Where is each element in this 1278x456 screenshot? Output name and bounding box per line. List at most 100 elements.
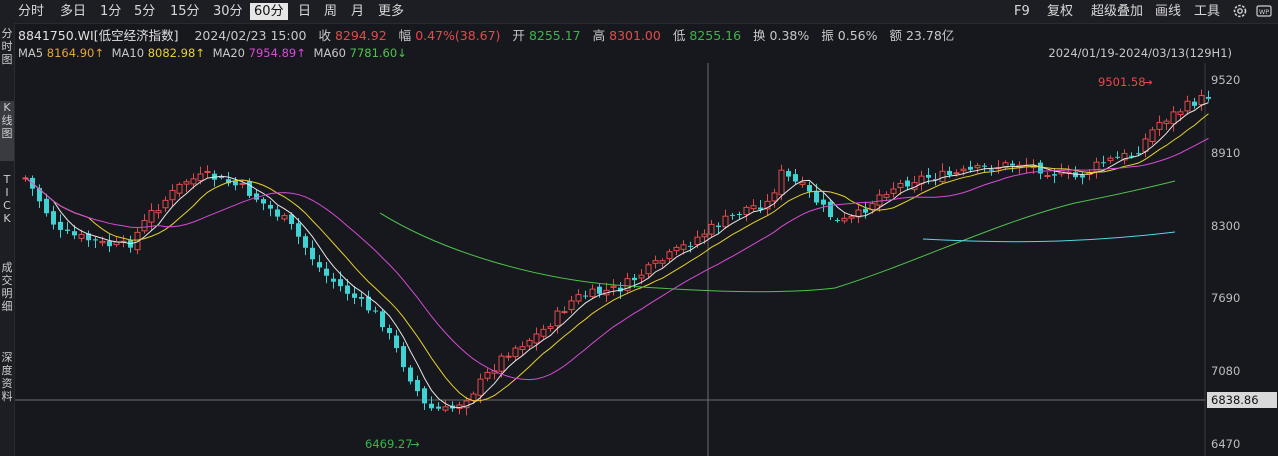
- candle-body: [107, 240, 112, 247]
- amount-value: 23.78亿: [905, 28, 955, 43]
- candle-body: [680, 244, 687, 250]
- high-value: 8301.00: [609, 28, 661, 43]
- candle-body: [821, 199, 826, 205]
- candle-body: [162, 199, 169, 209]
- candle-body: [694, 236, 701, 246]
- period-month[interactable]: 月: [351, 4, 365, 19]
- candle-body: [93, 239, 98, 241]
- candle-body: [863, 208, 868, 213]
- candle-body: [968, 166, 973, 170]
- candle-body: [835, 219, 840, 221]
- side-tab-depth[interactable]: 深度资料: [1, 351, 13, 403]
- candle-body: [989, 169, 994, 171]
- period-1min[interactable]: 1分: [100, 4, 122, 19]
- f9-button[interactable]: F9: [1014, 4, 1030, 19]
- period-more[interactable]: 更多: [378, 4, 405, 19]
- tools-button[interactable]: 工具: [1194, 4, 1221, 19]
- change-value: 0.47%(38.67): [415, 28, 501, 43]
- candle-body: [1002, 162, 1009, 168]
- candle-body: [484, 371, 491, 379]
- candle-body: [750, 205, 757, 210]
- period-5min[interactable]: 5分: [134, 4, 156, 19]
- period-fenshi[interactable]: 分时: [18, 4, 45, 19]
- candle-body: [799, 181, 806, 185]
- candle-body: [1156, 121, 1163, 130]
- side-tab-trade-detail[interactable]: 成交明细: [1, 261, 13, 313]
- quote-info-line: 8841750.WI[低空经济指数] 2024/02/23 15:00 收 829…: [18, 25, 958, 44]
- low-arrow-icon: →: [410, 437, 420, 451]
- candle-body: [359, 297, 364, 299]
- amount-label: 额: [889, 28, 902, 43]
- candle-body: [1198, 95, 1205, 106]
- candle-body: [1107, 157, 1114, 162]
- ma60-line: [379, 180, 1176, 293]
- candle-body: [828, 201, 833, 217]
- candle-body: [1184, 100, 1191, 112]
- candle-body: [275, 209, 280, 217]
- candle-body: [897, 183, 904, 189]
- candle-body: [505, 355, 512, 358]
- period-multi-day[interactable]: 多日: [60, 4, 87, 19]
- candle-body: [37, 188, 42, 202]
- period-30min[interactable]: 30分: [213, 4, 243, 19]
- candle-body: [618, 287, 623, 292]
- amplitude-value: 0.56%: [837, 28, 878, 43]
- candle-body: [408, 367, 413, 382]
- candle-body: [134, 231, 141, 251]
- draw-line-button[interactable]: 画线: [1155, 4, 1182, 19]
- fuquan-button[interactable]: 复权: [1047, 4, 1074, 19]
- candle-body: [561, 311, 568, 314]
- date-range: 2024/01/19-2024/03/13(129H1): [1048, 46, 1232, 60]
- low-annotation: 6469.27: [365, 437, 413, 451]
- candle-body: [155, 210, 162, 214]
- candle-body: [848, 216, 855, 219]
- candle-body: [387, 328, 392, 334]
- candle-body: [477, 378, 484, 396]
- candle-body: [730, 214, 735, 216]
- high-label: 高: [592, 28, 606, 43]
- candle-body: [974, 165, 981, 169]
- period-60min[interactable]: 60分: [250, 3, 288, 20]
- ma10-value: 8082.98↑: [147, 46, 205, 60]
- period-day[interactable]: 日: [298, 4, 312, 19]
- side-tab-fenshi[interactable]: 分时图: [1, 27, 13, 66]
- candle-body: [366, 296, 371, 311]
- period-15min[interactable]: 15分: [170, 4, 200, 19]
- ma-long-line: [922, 231, 1176, 243]
- candle-body: [422, 388, 427, 404]
- candle-body: [183, 181, 190, 185]
- super-overlay-button[interactable]: 超级叠加: [1091, 4, 1144, 19]
- candle-body: [99, 240, 106, 244]
- candle-body: [666, 251, 673, 260]
- y-tick-label: 9520: [1211, 73, 1240, 87]
- candle-body: [436, 406, 441, 409]
- ma20-value: 7954.89↑: [248, 46, 306, 60]
- candle-body: [169, 189, 176, 201]
- open-label: 开: [512, 28, 525, 43]
- moving-average-lines: [25, 102, 1209, 408]
- candle-body: [219, 176, 224, 178]
- candle-body: [807, 185, 812, 192]
- candle-body: [1192, 101, 1197, 106]
- candle-body: [1163, 120, 1170, 125]
- candle-body: [554, 310, 561, 327]
- settings-gear-icon[interactable]: [1231, 2, 1249, 20]
- wp-icon[interactable]: WP: [1255, 2, 1273, 20]
- candle-body: [883, 194, 890, 198]
- period-week[interactable]: 周: [324, 4, 338, 19]
- candle-body: [204, 170, 211, 173]
- kline-chart[interactable]: 9520 8910 8300 7690 7080 6470 9501.58 → …: [15, 63, 1278, 456]
- candle-body: [688, 245, 693, 247]
- candle-body: [498, 355, 505, 372]
- candle-body: [876, 194, 883, 206]
- candle-body: [1170, 111, 1177, 125]
- candle-body: [589, 288, 596, 297]
- candle-body: [51, 211, 56, 225]
- y-tick-label: 8300: [1211, 219, 1240, 233]
- candle-body: [148, 210, 155, 223]
- candle-body: [953, 172, 960, 175]
- candle-body: [841, 217, 848, 222]
- candle-body: [1121, 152, 1128, 161]
